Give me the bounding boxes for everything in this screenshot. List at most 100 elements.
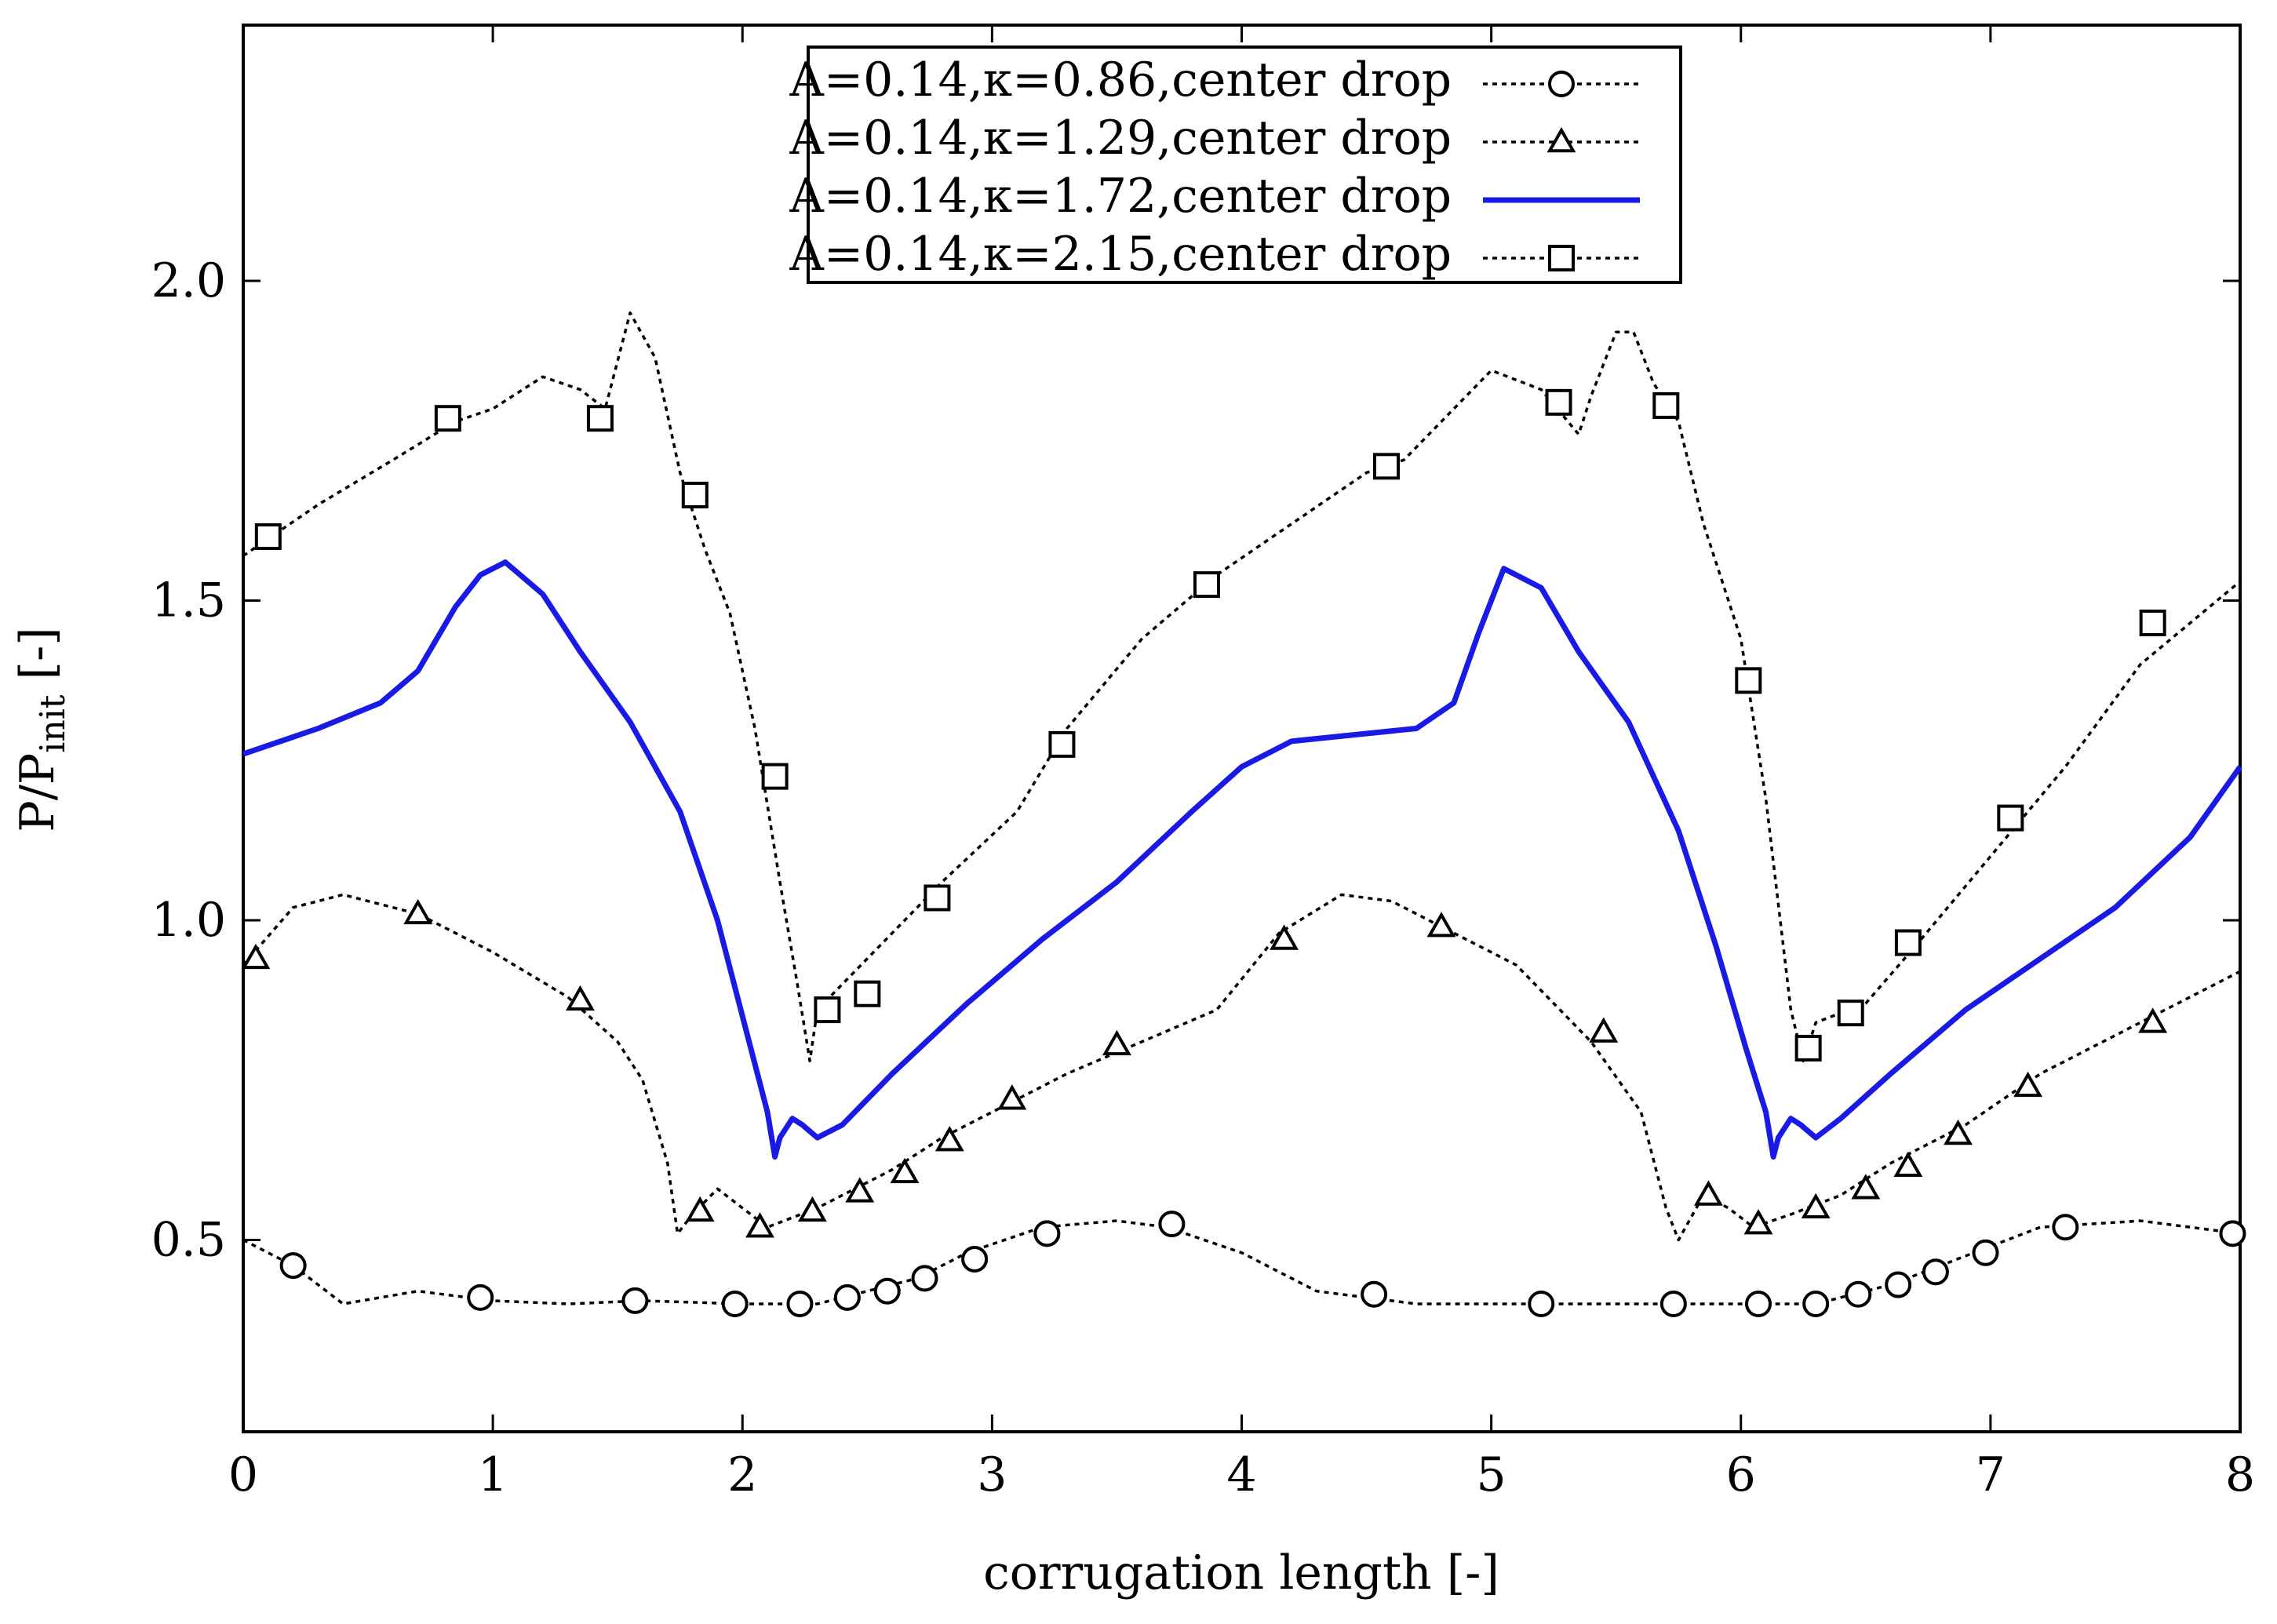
data-point-marker <box>1972 1239 1999 1266</box>
data-point-marker <box>434 405 461 432</box>
data-point-marker <box>2013 1071 2043 1098</box>
data-point-marker <box>934 1126 964 1152</box>
y-tick-label: 2.0 <box>151 253 226 308</box>
data-point-marker <box>566 985 595 1011</box>
data-point-marker <box>1802 1291 1830 1317</box>
y-axis-label-main: P/P <box>10 753 65 832</box>
series-2 <box>241 893 2241 1242</box>
data-point-marker <box>890 1157 920 1184</box>
data-point-marker <box>241 943 271 970</box>
data-point-marker <box>2138 1007 2168 1033</box>
data-point-marker <box>279 1252 307 1280</box>
x-tick-label: 3 <box>977 1447 1007 1502</box>
data-point-marker <box>786 1291 814 1317</box>
data-point-marker <box>1373 453 1401 480</box>
data-point-marker <box>467 1284 494 1311</box>
data-point-marker <box>997 1084 1027 1110</box>
data-point-marker <box>854 980 881 1007</box>
x-tick-label: 0 <box>228 1447 258 1502</box>
series-line-2 <box>242 893 2241 1242</box>
data-point-marker <box>1745 1291 1772 1317</box>
series-line-4 <box>242 311 2242 1063</box>
data-point-marker <box>681 482 709 509</box>
legend-label-series-4: A=0.14,κ=2.15,center drop <box>789 227 1452 282</box>
data-point-marker <box>1845 1280 1872 1308</box>
series-4 <box>242 311 2242 1063</box>
x-tick-label: 5 <box>1477 1447 1506 1502</box>
legend: A=0.14,κ=0.86,center drop A=0.14,κ=1.29,… <box>789 46 1682 284</box>
series-group <box>241 311 2246 1317</box>
data-point-marker <box>1837 1000 1864 1027</box>
data-point-marker <box>1048 730 1076 758</box>
data-point-marker <box>1361 1280 1388 1308</box>
data-point-marker <box>1735 667 1762 694</box>
data-point-marker <box>2052 1214 2079 1241</box>
legend-box <box>807 46 1682 284</box>
y-axis-label: P/Pinit [-] <box>10 627 73 832</box>
data-point-marker <box>1743 1209 1773 1235</box>
data-point-marker <box>845 1177 875 1203</box>
legend-sample-marker <box>1548 245 1575 271</box>
legend-label-series-2: A=0.14,κ=1.29,center drop <box>789 111 1452 166</box>
data-point-marker <box>761 763 789 790</box>
data-point-marker <box>1944 1119 1973 1145</box>
series-line-3 <box>242 559 2242 1160</box>
data-point-marker <box>2139 610 2166 637</box>
data-point-marker <box>1801 1193 1831 1218</box>
data-point-marker <box>1894 929 1922 956</box>
x-tick-label: 1 <box>478 1447 508 1502</box>
data-point-marker <box>1885 1271 1912 1298</box>
data-point-marker <box>1102 1029 1131 1056</box>
data-point-marker <box>1893 1151 1923 1178</box>
y-tick-label: 1.0 <box>151 893 226 948</box>
data-point-marker <box>1693 1180 1723 1206</box>
data-point-marker <box>1851 1174 1881 1200</box>
data-point-marker <box>685 1196 715 1222</box>
data-point-marker <box>586 405 614 432</box>
axis-ticks: 0 1 2 3 4 5 6 7 8 0.5 1.0 1.5 2.0 <box>151 25 2255 1502</box>
series-1 <box>242 1211 2246 1317</box>
x-tick-label: 4 <box>1226 1447 1256 1502</box>
data-point-marker <box>403 898 433 925</box>
data-point-marker <box>1528 1291 1555 1317</box>
data-point-marker <box>873 1277 901 1305</box>
data-point-marker <box>1652 391 1680 419</box>
x-axis-label: corrugation length [-] <box>983 1546 1499 1600</box>
data-point-marker <box>721 1291 749 1317</box>
data-point-marker <box>797 1196 827 1222</box>
legend-label-series-1: A=0.14,κ=0.86,center drop <box>789 53 1452 107</box>
y-axis-label-unit: [-] <box>10 627 65 694</box>
x-tick-label: 2 <box>727 1447 757 1502</box>
data-point-marker <box>1426 912 1456 938</box>
data-point-marker <box>1922 1258 1949 1286</box>
data-point-marker <box>1158 1211 1186 1238</box>
data-point-marker <box>814 996 841 1024</box>
data-point-marker <box>254 523 282 550</box>
data-point-marker <box>1997 804 2024 832</box>
data-point-marker <box>1794 1035 1822 1061</box>
data-point-marker <box>745 1212 774 1238</box>
data-point-marker <box>1270 924 1299 950</box>
data-point-marker <box>2219 1220 2246 1247</box>
y-axis-label-subscript: init <box>33 694 73 752</box>
data-point-marker <box>1033 1220 1061 1247</box>
x-tick-label: 6 <box>1726 1447 1756 1502</box>
legend-sample-marker <box>1547 126 1576 153</box>
data-point-marker <box>961 1245 989 1273</box>
legend-sample-marker <box>1548 71 1575 97</box>
data-point-marker <box>833 1284 861 1311</box>
data-point-marker <box>1659 1291 1687 1317</box>
y-tick-label: 1.5 <box>151 573 226 628</box>
data-point-marker <box>924 884 951 912</box>
x-tick-label: 7 <box>1976 1447 2006 1502</box>
data-point-marker <box>621 1287 649 1314</box>
legend-label-series-3: A=0.14,κ=1.72,center drop <box>789 169 1452 224</box>
data-point-marker <box>1193 571 1220 599</box>
x-tick-label: 8 <box>2225 1447 2255 1502</box>
series-3 <box>242 559 2242 1160</box>
data-point-marker <box>1545 388 1572 416</box>
data-point-marker <box>911 1265 938 1292</box>
legend-samples <box>1483 71 1640 271</box>
data-point-marker <box>1589 1017 1619 1043</box>
